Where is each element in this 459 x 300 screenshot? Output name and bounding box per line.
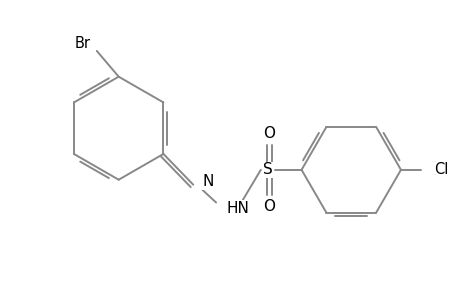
Text: HN: HN xyxy=(225,201,248,216)
Text: Cl: Cl xyxy=(433,162,447,177)
Text: N: N xyxy=(202,174,213,189)
Text: Br: Br xyxy=(75,35,91,50)
Text: O: O xyxy=(262,126,274,141)
Text: S: S xyxy=(263,162,272,177)
Text: O: O xyxy=(262,199,274,214)
